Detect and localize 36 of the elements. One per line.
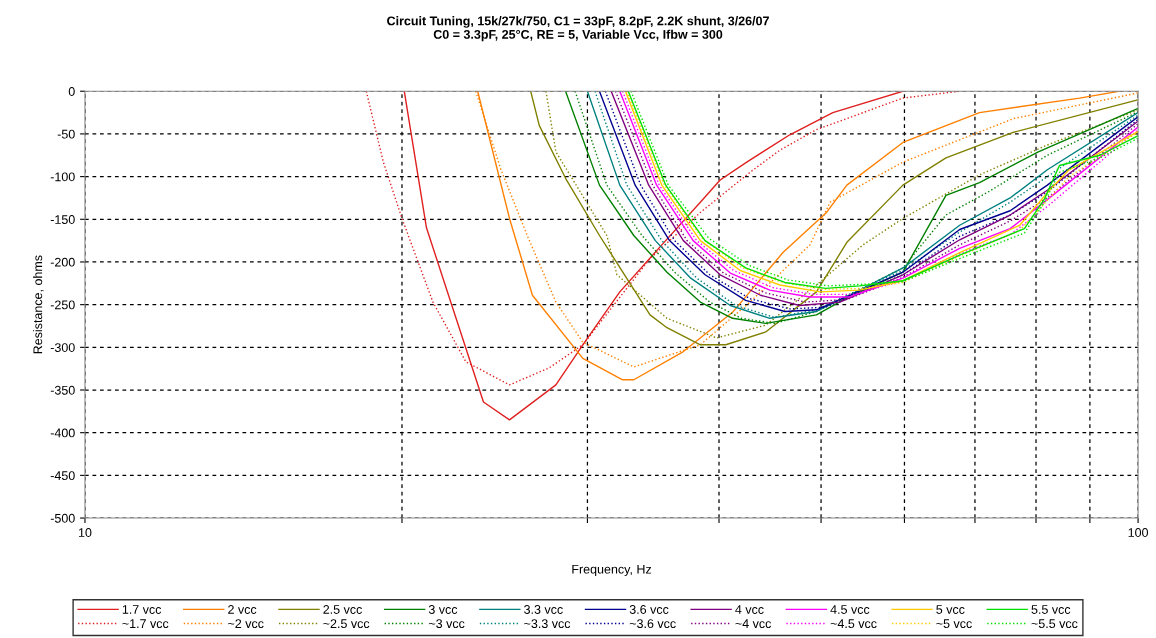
legend-label: 5 vcc (936, 605, 965, 614)
legend-label: ~5 vcc (936, 619, 972, 629)
y-axis-title: Resistance, ohms (33, 255, 44, 354)
legend-label: ~3 vcc (428, 619, 465, 629)
legend-label: 1.7 vcc (122, 605, 162, 614)
legend-label: ~4 vcc (735, 619, 772, 629)
y-tick-label: -100 (50, 172, 75, 182)
x-tick-label: 10 (78, 528, 92, 537)
legend-label: 5.5 vcc (1031, 605, 1071, 614)
y-tick-label: -450 (50, 471, 75, 481)
legend-label: ~4.5 vcc (830, 619, 877, 629)
legend-label: ~3.6 vcc (629, 619, 676, 629)
legend-label: 3.6 vcc (629, 605, 669, 614)
legend-label: 4.5 vcc (830, 605, 870, 614)
y-tick-label: -300 (50, 343, 75, 352)
legend-label: ~3.3 vcc (524, 619, 571, 629)
legend-label: 4 vcc (735, 605, 764, 614)
legend-label: 3.3 vcc (524, 605, 563, 614)
y-tick-label: 0 (68, 87, 75, 96)
legend-label: 3 vcc (428, 605, 458, 614)
y-tick-label: -200 (50, 257, 75, 267)
y-tick-label: -250 (50, 300, 75, 310)
x-tick-label: 100 (1128, 528, 1149, 537)
legend-label: ~2.5 vcc (323, 619, 370, 629)
x-axis-title: Frequency, Hz (572, 564, 652, 577)
y-tick-label: -500 (50, 513, 75, 523)
legend-label: ~5.5 vcc (1031, 619, 1078, 629)
legend-label: 2 vcc (228, 605, 257, 614)
y-tick-label: -400 (50, 428, 75, 438)
y-tick-label: -150 (50, 215, 75, 224)
chart-title: Circuit Tuning, 15k/27k/750, C1 = 33pF, 8.2pF, 2.2K shunt, 3/26/07 C0 = 3.3pF, 25°C, RE = 5, Variable Vcc, Ifbw = 300 (387, 16, 769, 42)
legend-label: ~2 vcc (228, 619, 264, 629)
y-tick-label: -350 (50, 385, 75, 395)
y-tick-label: -50 (57, 129, 75, 139)
legend-label: 2.5 vcc (323, 605, 362, 614)
legend-label: ~1.7 vcc (122, 619, 169, 629)
